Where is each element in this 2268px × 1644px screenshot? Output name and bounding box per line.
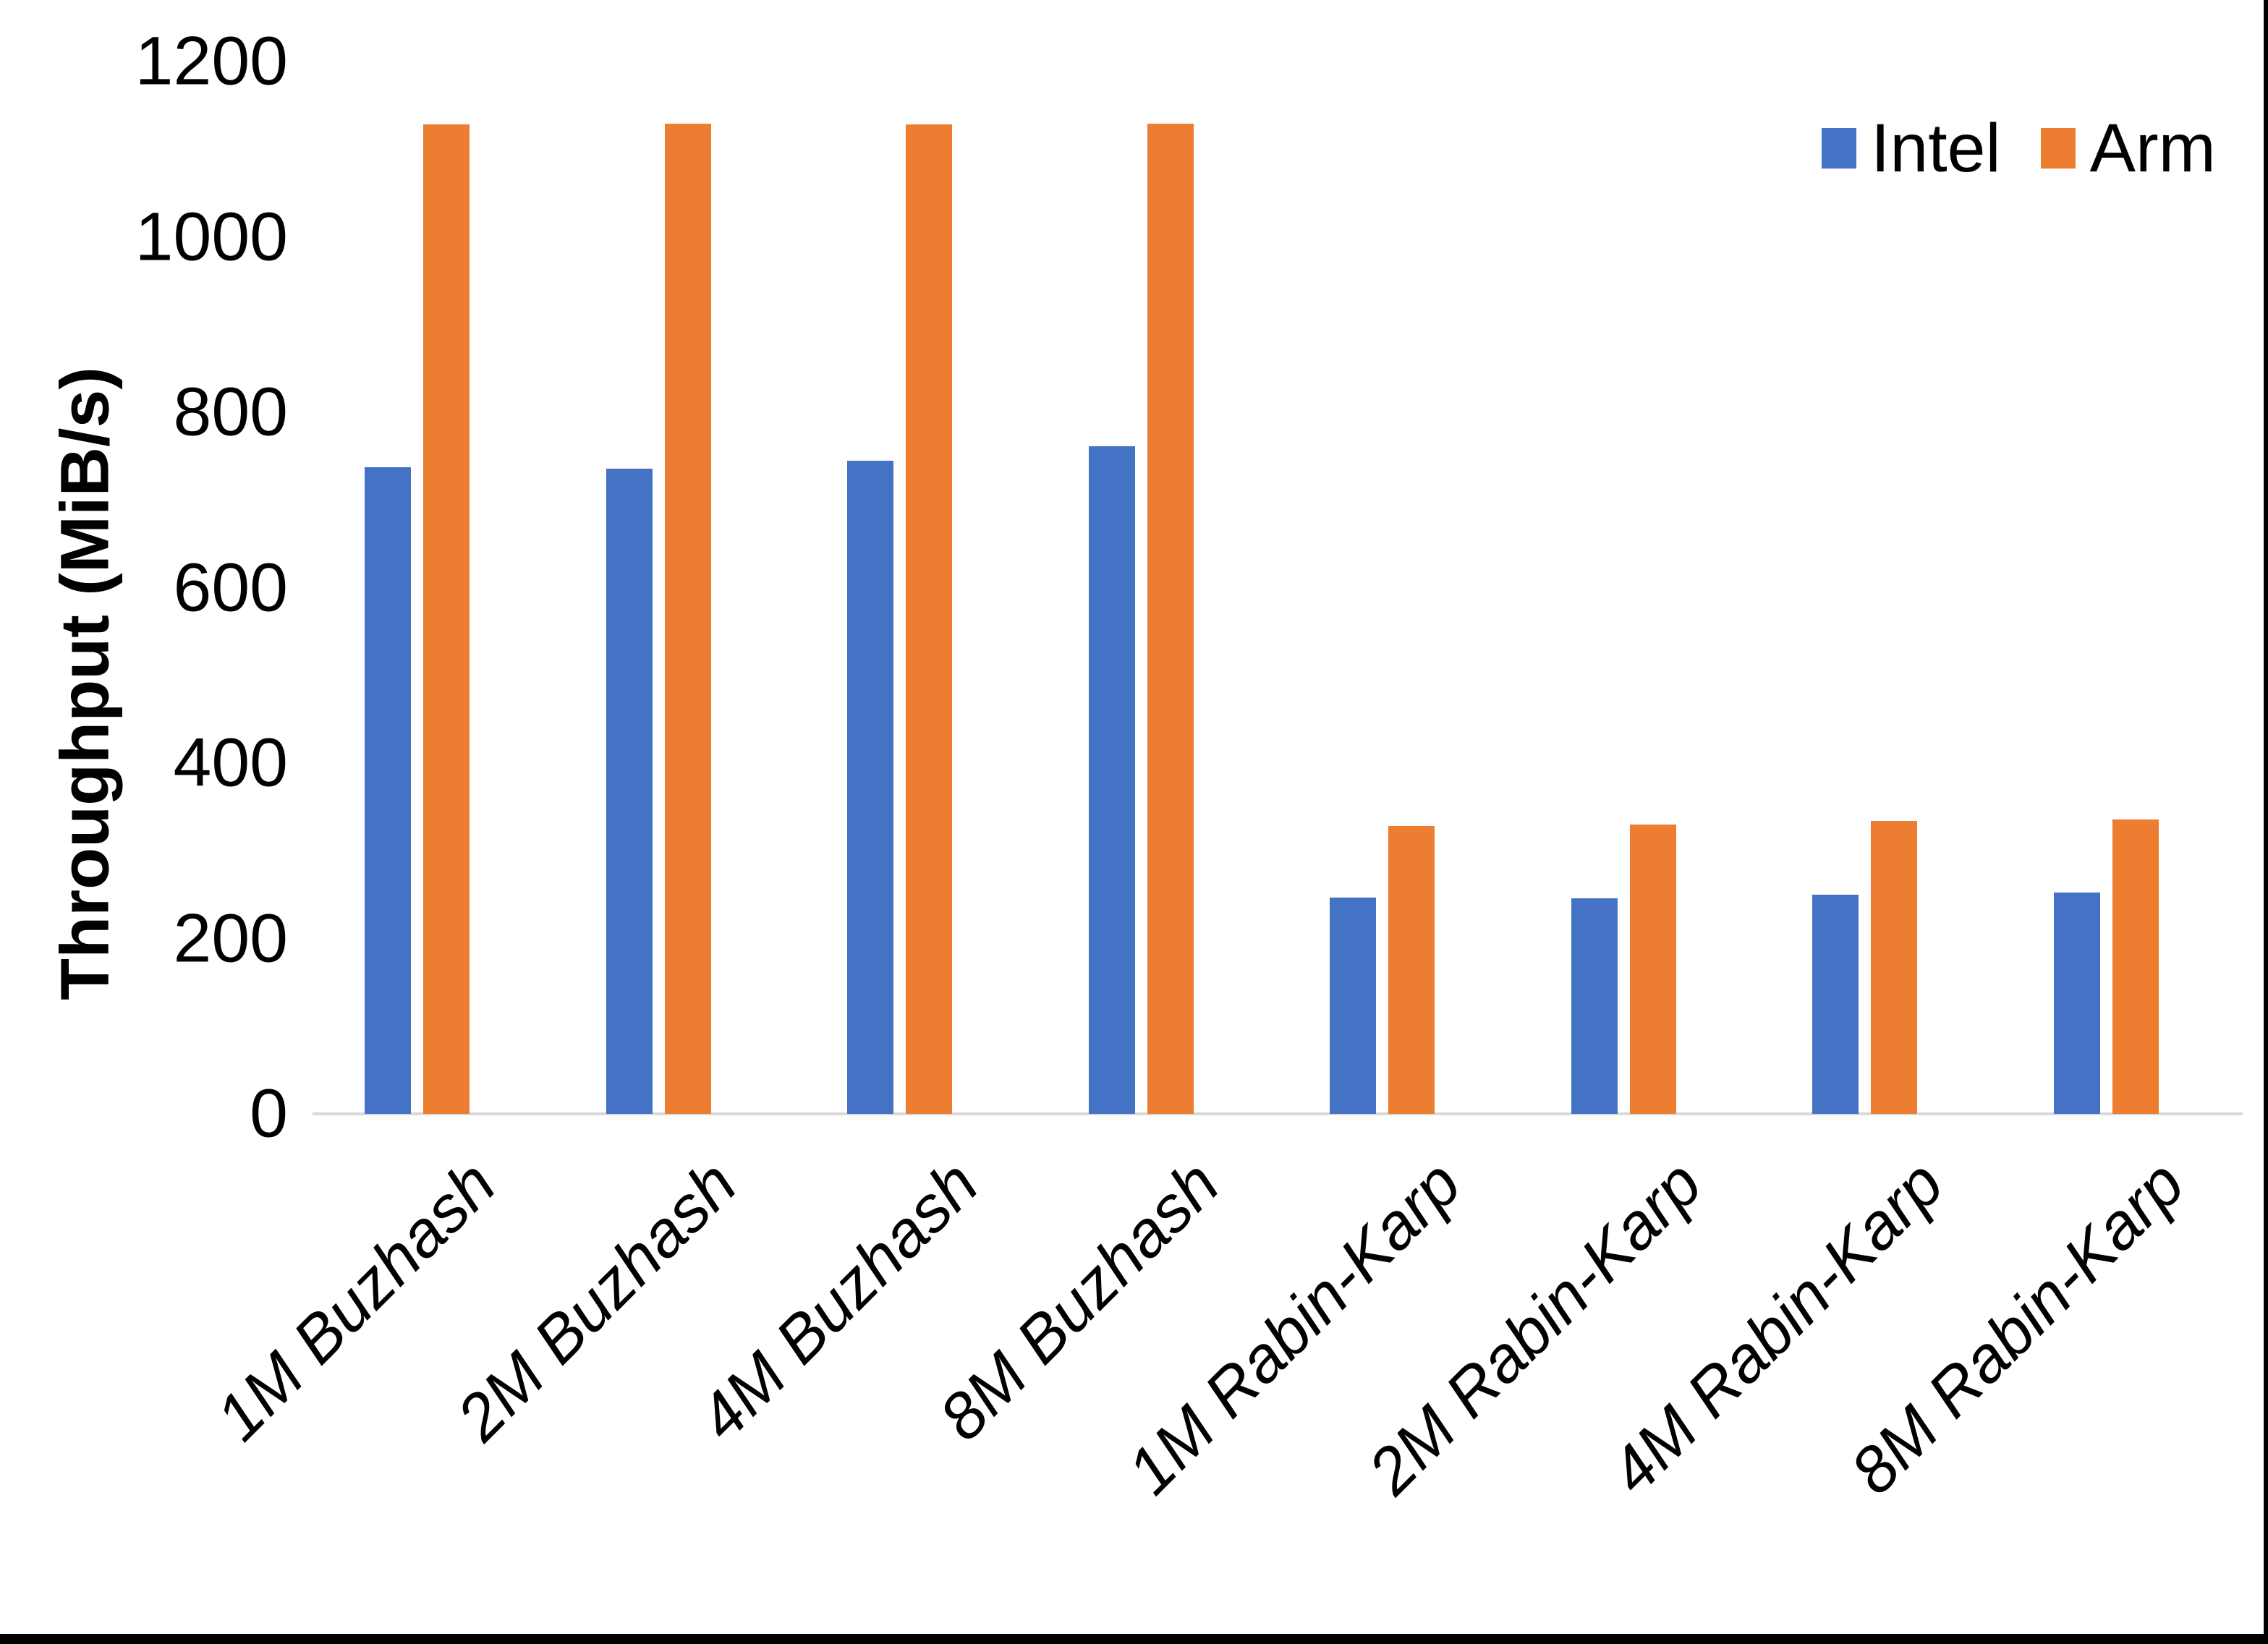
y-tick-label-200: 200 — [173, 900, 288, 976]
legend-item-arm: Arm — [2040, 109, 2216, 188]
y-axis-title: Throughput (MiB/s) — [46, 367, 124, 1000]
page-border-right — [2264, 0, 2268, 1644]
page-border-bottom — [0, 1634, 2268, 1644]
y-tick-label-400: 400 — [173, 724, 288, 801]
bar-intel-2m-rabin-karp — [1571, 898, 1618, 1114]
legend: Intel Arm — [1822, 108, 2216, 188]
y-tick-label-600: 600 — [173, 549, 288, 626]
bar-intel-8m-buzhash — [1088, 446, 1135, 1114]
bar-intel-4m-rabin-karp — [1812, 894, 1859, 1114]
bar-arm-2m-buzhash — [664, 124, 711, 1114]
y-tick-label-0: 0 — [250, 1075, 288, 1152]
y-tick-label-800: 800 — [173, 373, 288, 451]
bar-arm-4m-rabin-karp — [1871, 821, 1917, 1114]
bar-arm-2m-rabin-karp — [1629, 824, 1676, 1114]
y-tick-label-1200: 1200 — [135, 22, 288, 100]
bar-arm-8m-rabin-karp — [2112, 819, 2159, 1114]
legend-item-intel: Intel — [1822, 109, 2001, 188]
legend-swatch-intel — [1822, 128, 1856, 169]
bar-arm-4m-buzhash — [906, 124, 952, 1114]
bar-intel-1m-rabin-karp — [1330, 897, 1376, 1114]
bar-arm-1m-rabin-karp — [1388, 826, 1435, 1114]
x-axis-line — [313, 1112, 2243, 1115]
legend-swatch-arm — [2040, 128, 2076, 169]
bar-intel-8m-rabin-karp — [2053, 893, 2100, 1114]
legend-label-arm: Arm — [2089, 109, 2216, 187]
y-tick-label-1000: 1000 — [135, 198, 288, 275]
bar-arm-1m-buzhash — [423, 124, 470, 1114]
legend-label-intel: Intel — [1871, 109, 2001, 187]
bar-intel-4m-buzhash — [847, 460, 893, 1114]
bar-arm-8m-buzhash — [1147, 124, 1194, 1114]
bar-intel-2m-buzhash — [606, 468, 653, 1114]
bar-intel-1m-buzhash — [365, 467, 411, 1114]
